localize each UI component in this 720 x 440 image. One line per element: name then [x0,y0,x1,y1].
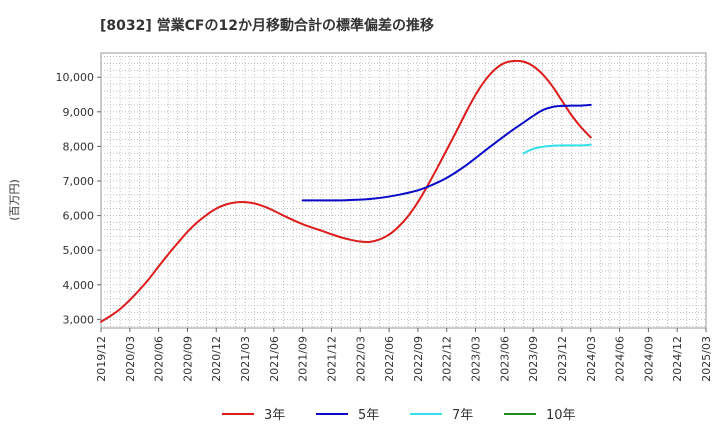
x-tick-label: 2023/03 [470,336,483,382]
x-tick-label: 2023/12 [556,336,569,382]
x-tick-label: 2020/12 [210,336,223,382]
x-tick-label: 2024/06 [614,336,627,382]
y-tick-label: 5,000 [63,244,95,257]
x-tick-label: 2021/09 [297,336,310,382]
series-line-3年 [100,59,592,323]
x-tick-label: 2021/03 [239,336,252,382]
legend-label-3年: 3年 [264,408,285,423]
y-axis-label: (百万円) [8,179,21,221]
x-tick-label: 2019/12 [95,336,108,382]
y-tick-label: 3,000 [63,313,95,326]
x-tick-label: 2022/03 [354,336,367,382]
x-tick-label: 2021/06 [268,336,281,382]
x-tick-label: 2022/09 [412,336,425,382]
series-lines [100,59,592,323]
y-tick-label: 9,000 [63,106,95,119]
x-axis: 2019/12 2020/03 2020/06 2020/09 2020/12 2021/… [95,328,713,382]
y-axis: 3,000 4,000 5,000 6,000 7,000 8,000 9,000 10,00… [56,71,101,326]
y-tick-label: 8,000 [63,140,95,153]
series-line-5年 [301,103,592,202]
legend-label-7年: 7年 [452,408,473,423]
x-tick-label: 2023/06 [498,336,511,382]
chart-title: [8032] 営業CFの12か月移動合計の標準偏差の推移 [100,17,434,34]
x-tick-label: 2022/12 [441,336,454,382]
x-tick-label: 2024/09 [642,336,655,382]
x-tick-label: 2024/03 [585,336,598,382]
x-tick-label: 2023/09 [527,336,540,382]
grid [101,53,706,328]
x-tick-label: 2024/12 [671,336,684,382]
y-tick-label: 6,000 [63,210,95,223]
series-line-7年 [522,143,592,155]
x-tick-label: 2020/03 [124,336,137,382]
legend-label-5年: 5年 [358,408,379,423]
legend: 3年 5年 7年 10年 [222,408,576,423]
x-tick-label: 2025/03 [700,336,713,382]
y-tick-label: 10,000 [56,71,95,84]
y-tick-label: 7,000 [63,175,95,188]
x-tick-label: 2022/06 [383,336,396,382]
legend-label-10年: 10年 [546,408,576,423]
x-tick-label: 2021/12 [325,336,338,382]
x-tick-label: 2020/06 [153,336,166,382]
plot-area [100,52,707,329]
y-tick-label: 4,000 [63,279,95,292]
x-tick-label: 2020/09 [181,336,194,382]
